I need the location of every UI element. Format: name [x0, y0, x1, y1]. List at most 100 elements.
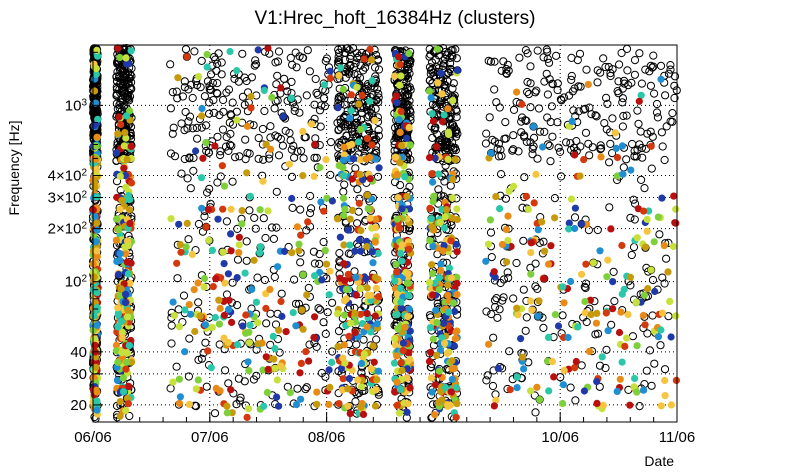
cluster-point-colored: [264, 207, 272, 215]
cluster-point-colored: [513, 88, 521, 96]
cluster-point: [351, 59, 360, 68]
cluster-point-colored: [453, 248, 461, 256]
cluster-point-colored: [347, 107, 355, 115]
cluster-point-colored: [429, 291, 437, 299]
cluster-point: [656, 61, 666, 71]
cluster-point: [630, 56, 640, 65]
cluster-point-colored: [397, 249, 405, 257]
cluster-point: [197, 56, 206, 66]
cluster-point-colored: [296, 369, 304, 377]
cluster-point-colored: [619, 170, 627, 178]
cluster-point-colored: [612, 144, 620, 152]
cluster-point-colored: [545, 260, 553, 268]
cluster-point: [670, 93, 679, 103]
x-tick-label: 11/06: [659, 429, 695, 446]
cluster-point: [184, 117, 193, 126]
cluster-point-colored: [448, 175, 457, 184]
cluster-point: [635, 402, 644, 411]
cluster-point: [501, 118, 510, 127]
cluster-point-colored: [175, 323, 183, 331]
cluster-point-colored: [435, 286, 443, 294]
cluster-point-colored: [551, 311, 560, 319]
cluster-point: [187, 80, 196, 90]
cluster-point-colored: [632, 298, 640, 306]
cluster-point-colored: [233, 67, 241, 75]
cluster-point-colored: [578, 270, 586, 278]
plot-frame: [92, 44, 678, 423]
cluster-point-colored: [281, 247, 289, 255]
cluster-point-colored: [372, 386, 380, 394]
cluster-point-colored: [425, 87, 434, 95]
x-tick-label: 08/06: [308, 429, 346, 446]
cluster-point: [273, 96, 282, 105]
cluster-point-colored: [503, 258, 511, 266]
grid: [92, 45, 678, 422]
cluster-point: [492, 98, 501, 107]
cluster-point: [283, 87, 292, 96]
cluster-point: [539, 237, 548, 246]
cluster-point: [184, 85, 193, 94]
cluster-point: [526, 62, 535, 71]
cluster-point: [260, 275, 269, 285]
cluster-point-colored: [641, 321, 649, 329]
cluster-point-colored: [242, 311, 250, 319]
cluster-point: [210, 409, 220, 418]
cluster-point-colored: [664, 268, 672, 276]
cluster-point: [197, 123, 206, 132]
cluster-point-colored: [313, 400, 321, 408]
cluster-point-colored: [123, 258, 131, 266]
cluster-point-colored: [640, 386, 648, 394]
cluster-point-colored: [535, 297, 543, 305]
cluster-point-colored: [530, 199, 538, 207]
cluster-point: [272, 187, 281, 196]
cluster-point: [547, 102, 557, 111]
cluster-point-colored: [121, 129, 129, 137]
cluster-point: [653, 113, 663, 122]
cluster-point-colored: [192, 147, 200, 155]
cluster-point: [193, 134, 202, 143]
cluster-point-colored: [428, 110, 436, 118]
cluster-point: [618, 84, 627, 93]
cluster-point-colored: [593, 399, 601, 407]
cluster-point-colored: [564, 333, 572, 342]
cluster-point-colored: [396, 60, 404, 69]
cluster-point-colored: [390, 359, 399, 367]
cluster-point: [522, 116, 531, 126]
cluster-point-colored: [431, 411, 439, 419]
cluster-point: [374, 125, 383, 135]
cluster-point-colored: [453, 205, 461, 213]
cluster-point: [261, 233, 270, 243]
cluster-point-colored: [114, 358, 122, 366]
cluster-point: [213, 132, 222, 141]
cluster-point-colored: [122, 183, 130, 191]
cluster-point: [622, 111, 631, 120]
cluster-point-colored: [641, 243, 650, 251]
cluster-point: [269, 234, 278, 243]
cluster-point: [306, 209, 315, 218]
cluster-point: [582, 317, 591, 327]
cluster-point: [183, 174, 192, 183]
cluster-point-colored: [93, 133, 101, 141]
cluster-point: [629, 195, 638, 204]
cluster-point: [180, 154, 189, 164]
cluster-point: [540, 77, 549, 86]
cluster-point: [230, 74, 239, 84]
cluster-point-colored: [492, 396, 500, 404]
cluster-point: [126, 70, 135, 79]
cluster-point: [447, 221, 456, 230]
cluster-point: [517, 128, 526, 137]
cluster-point-colored: [406, 141, 414, 149]
cluster-point: [652, 99, 662, 109]
cluster-point-colored: [670, 192, 678, 200]
cluster-point-colored: [437, 69, 445, 77]
cluster-point: [645, 67, 654, 76]
cluster-point-colored: [122, 406, 130, 415]
cluster-point-colored: [393, 268, 401, 276]
cluster-point: [200, 212, 209, 221]
cluster-point: [351, 118, 360, 127]
cluster-point-colored: [320, 207, 328, 215]
cluster-point: [606, 139, 615, 148]
cluster-point-colored: [426, 236, 434, 245]
cluster-point-colored: [292, 322, 300, 330]
